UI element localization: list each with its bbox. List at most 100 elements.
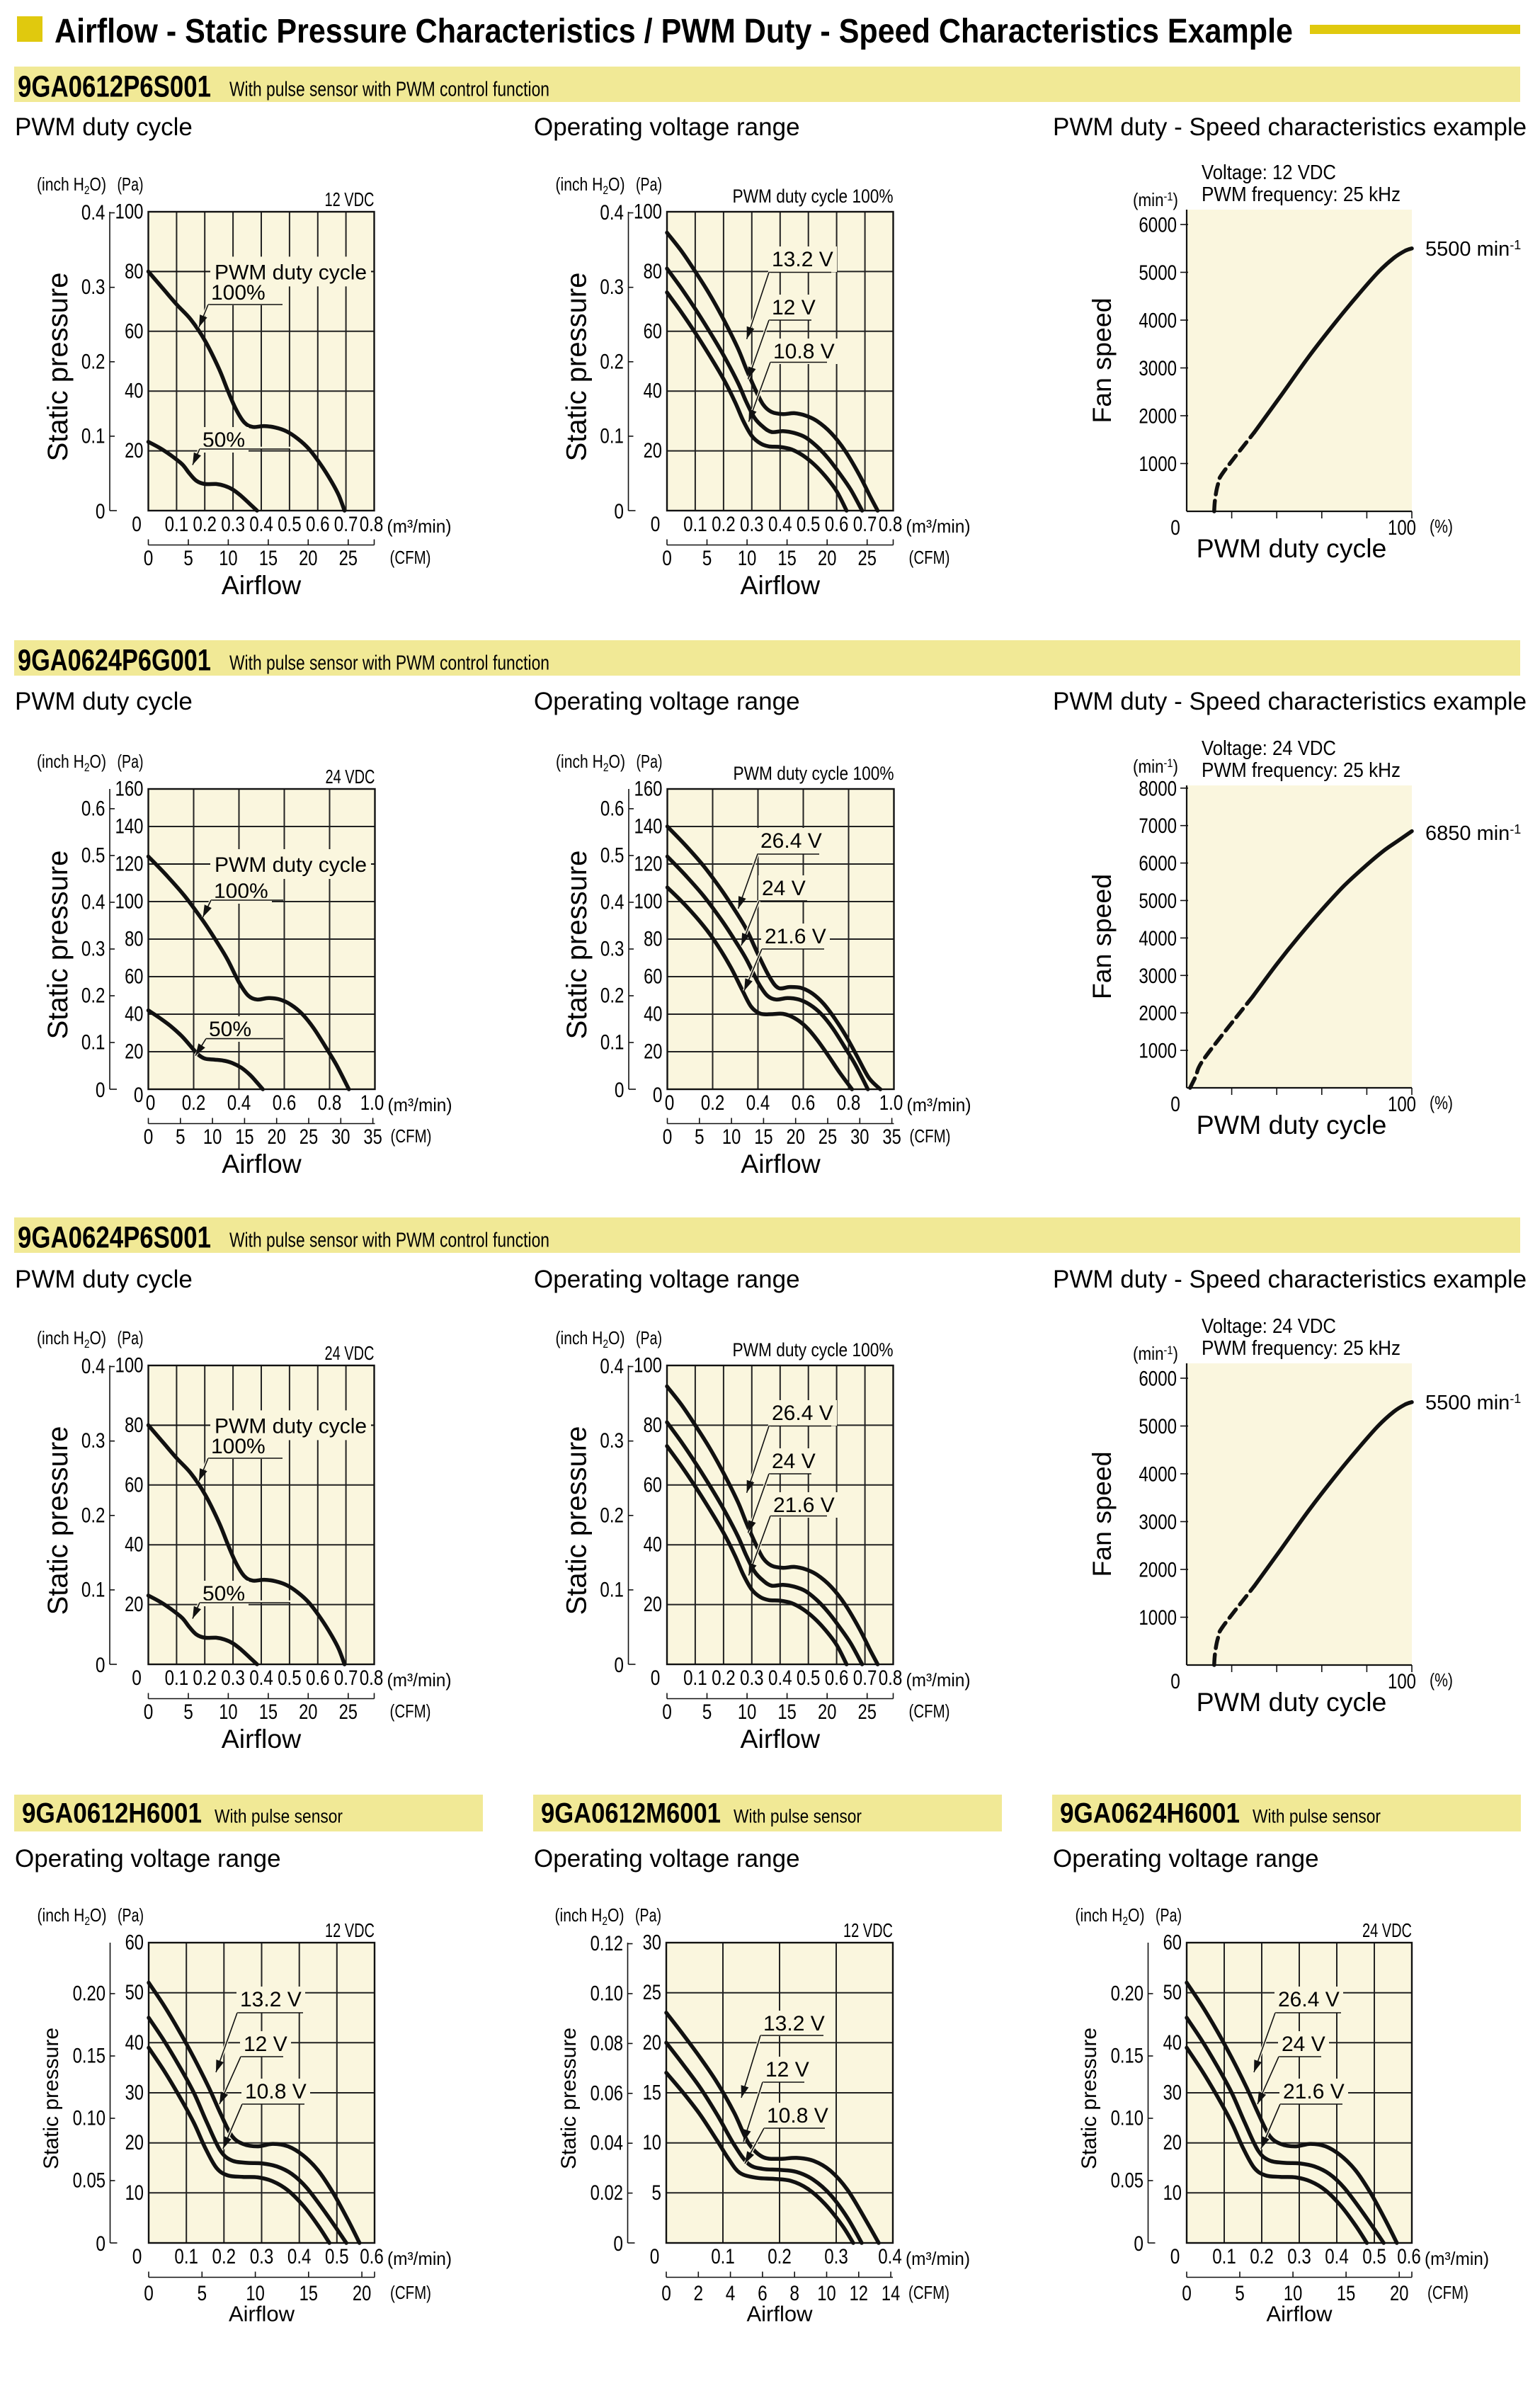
svg-text:30: 30 [125,2081,144,2105]
svg-text:12 V: 12 V [772,296,816,319]
svg-text:120: 120 [634,853,663,876]
svg-text:80: 80 [644,928,662,951]
svg-text:PWM duty cycle: PWM duty cycle [15,688,193,715]
svg-text:(Pa): (Pa) [636,174,662,195]
svg-text:Airflow: Airflow [741,1149,821,1178]
svg-text:20: 20 [125,2131,144,2154]
svg-text:PWM duty - Speed characteristi: PWM duty - Speed characteristics example [1053,688,1527,715]
svg-text:15: 15 [235,1125,253,1149]
svg-text:20: 20 [125,439,143,462]
svg-text:(Pa): (Pa) [1156,1904,1182,1926]
svg-text:0.1: 0.1 [600,1578,624,1601]
svg-text:0.4: 0.4 [249,513,273,536]
svg-text:0: 0 [96,500,105,523]
svg-text:(m³/min): (m³/min) [906,516,971,537]
svg-text:0.8: 0.8 [360,1666,384,1690]
svg-text:0.8: 0.8 [360,513,384,536]
svg-text:0.1: 0.1 [600,1031,624,1055]
svg-text:0: 0 [144,1700,154,1724]
svg-text:25: 25 [643,1981,661,2004]
svg-text:0.1: 0.1 [81,424,105,448]
svg-text:6000: 6000 [1139,1368,1177,1391]
svg-text:0.1: 0.1 [711,2245,735,2268]
svg-text:4000: 4000 [1139,309,1177,333]
svg-text:60: 60 [125,965,143,989]
svg-text:5: 5 [695,1125,705,1149]
svg-text:100: 100 [115,890,144,914]
svg-text:15: 15 [643,2081,661,2105]
svg-text:Voltage: 12 VDC: Voltage: 12 VDC [1202,161,1336,184]
svg-text:(m³/min): (m³/min) [387,516,452,537]
svg-text:0.20: 0.20 [73,1982,105,2006]
svg-text:PWM duty - Speed characteristi: PWM duty - Speed characteristics example [1053,113,1527,141]
svg-text:0.3: 0.3 [824,2245,848,2268]
svg-text:0: 0 [614,1654,624,1677]
svg-text:4000: 4000 [1139,1463,1177,1487]
svg-text:100: 100 [1388,1670,1416,1693]
svg-text:0.5: 0.5 [81,844,105,868]
svg-text:PWM duty cycle: PWM duty cycle [1197,1110,1387,1140]
svg-text:0.3: 0.3 [740,1666,764,1690]
svg-text:(Pa): (Pa) [118,1327,144,1348]
svg-text:0.05: 0.05 [73,2169,105,2193]
svg-text:2: 2 [694,2282,704,2305]
svg-text:0: 0 [665,1091,675,1115]
svg-text:0.5: 0.5 [325,2245,349,2268]
svg-text:20: 20 [644,1593,662,1616]
svg-text:5: 5 [198,2282,207,2305]
svg-text:(inch H2O): (inch H2O) [38,1904,107,1928]
svg-text:(m³/min): (m³/min) [1425,2248,1489,2269]
svg-text:30: 30 [331,1125,350,1149]
svg-text:5: 5 [702,547,712,570]
svg-text:(CFM): (CFM) [390,547,431,568]
svg-text:0.3: 0.3 [600,938,624,961]
svg-text:PWM frequency: 25 kHz: PWM frequency: 25 kHz [1202,759,1401,782]
svg-text:26.4 V: 26.4 V [1278,1988,1340,2011]
svg-text:Operating voltage range: Operating voltage range [15,1845,281,1873]
svg-text:0.6: 0.6 [360,2245,384,2268]
svg-text:10.8 V: 10.8 V [773,340,835,363]
svg-text:24 VDC: 24 VDC [326,766,375,788]
svg-text:With pulse sensor: With pulse sensor [734,1806,862,1827]
svg-text:Fan speed: Fan speed [1087,1451,1117,1577]
svg-text:With pulse sensor with PWM con: With pulse sensor with PWM control funct… [229,1229,549,1252]
svg-text:0.2: 0.2 [1250,2245,1274,2268]
svg-text:30: 30 [850,1125,869,1149]
svg-text:1000: 1000 [1139,453,1177,476]
svg-text:(inch H2O): (inch H2O) [37,1327,106,1351]
svg-text:24 VDC: 24 VDC [325,1342,375,1364]
svg-text:Operating voltage range: Operating voltage range [534,688,800,715]
svg-text:0.4: 0.4 [600,201,624,225]
svg-text:0.4: 0.4 [768,1666,792,1690]
svg-text:100: 100 [634,890,663,914]
svg-text:20: 20 [353,2282,371,2305]
svg-text:0: 0 [1170,2245,1180,2268]
svg-text:100: 100 [634,1354,662,1377]
svg-text:4: 4 [726,2282,736,2305]
svg-text:0: 0 [651,513,661,536]
svg-text:0: 0 [653,1084,663,1107]
svg-text:0.6: 0.6 [81,797,105,820]
svg-text:0.10: 0.10 [591,1982,623,2006]
svg-text:40: 40 [644,1003,662,1026]
svg-text:(Pa): (Pa) [118,751,144,772]
svg-text:Static pressure: Static pressure [561,1426,593,1615]
svg-text:0.1: 0.1 [165,1666,189,1690]
svg-text:0.8: 0.8 [879,1666,903,1690]
svg-text:(m³/min): (m³/min) [906,1669,971,1691]
svg-text:0.4: 0.4 [227,1091,251,1115]
svg-text:0.2: 0.2 [600,1504,624,1527]
svg-text:9GA0624H6001: 9GA0624H6001 [1060,1798,1240,1829]
svg-text:Static pressure: Static pressure [42,851,74,1040]
svg-text:21.6 V: 21.6 V [1283,2080,1345,2103]
svg-text:(m³/min): (m³/min) [907,1094,971,1115]
svg-text:10: 10 [817,2282,835,2305]
svg-text:15: 15 [754,1125,772,1149]
svg-text:PWM duty cycle: PWM duty cycle [1197,533,1387,563]
svg-text:(CFM): (CFM) [391,1125,432,1147]
svg-text:0: 0 [1170,1670,1180,1693]
svg-text:Operating voltage range: Operating voltage range [534,1266,800,1293]
svg-text:(inch H2O): (inch H2O) [37,751,106,774]
svg-text:0.7: 0.7 [853,1666,877,1690]
svg-text:(m³/min): (m³/min) [906,2248,970,2269]
